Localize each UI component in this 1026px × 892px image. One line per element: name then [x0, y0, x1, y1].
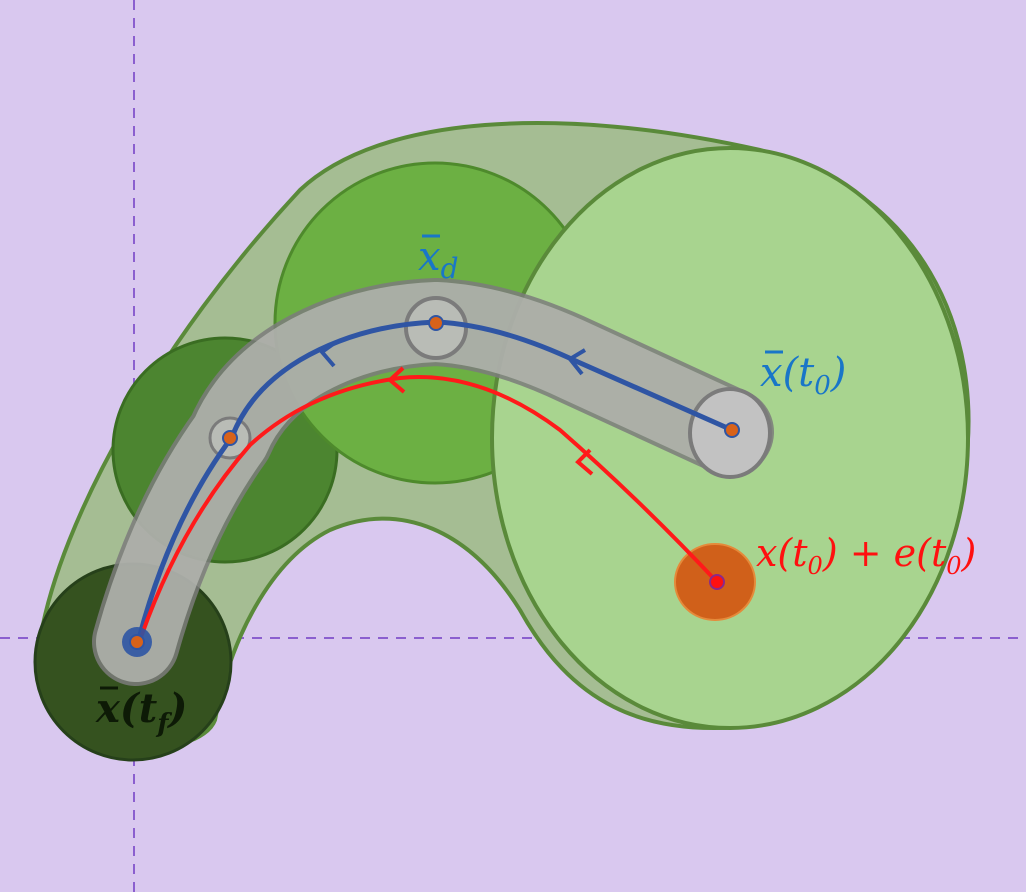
label-x-tf: x(tf) [95, 685, 187, 739]
label-x-t0-close: ) [830, 350, 847, 396]
waypoint-desired [428, 315, 444, 331]
label-perturbed-c: ) [961, 531, 977, 575]
perturbed-initial-point [709, 574, 725, 590]
label-perturbed-text: x(t0) + e(t0) [756, 531, 976, 580]
nominal-arrow-1 [567, 348, 587, 376]
label-perturbed-b: ) + e(t [822, 531, 947, 575]
initial-point [724, 422, 740, 438]
label-perturbed-sub1: 0 [808, 552, 823, 580]
actual-trajectory [138, 375, 719, 642]
actual-arrow-2 [386, 366, 406, 394]
label-perturbed: x(t0) + e(t0) [756, 531, 976, 580]
actual-arrow-1 [575, 448, 594, 476]
label-x-d-sub: d [441, 252, 459, 285]
label-x-d: xd [418, 234, 459, 285]
label-x-t0-base: x [760, 350, 783, 396]
nominal-arrow-2 [319, 340, 338, 368]
label-perturbed-a: x(t [756, 531, 808, 575]
label-perturbed-sub2: 0 [946, 552, 961, 580]
label-x-tf-open: (t [120, 685, 158, 732]
label-x-d-text: xd [418, 234, 459, 285]
nominal-trajectory [135, 319, 735, 645]
label-x-t0-open: (t [783, 350, 816, 396]
waypoint-small [222, 430, 238, 446]
label-x-tf-base: x [95, 685, 121, 732]
final-point [129, 634, 145, 650]
label-x-tf-sub: f [155, 709, 172, 739]
label-x-tf-close: ) [166, 685, 187, 732]
label-x-d-base: x [418, 234, 441, 280]
label-x-t0-sub: 0 [814, 371, 831, 401]
label-x-t0-text: x(t0) [760, 350, 846, 401]
label-x-t0: x(t0) [760, 350, 846, 401]
label-x-tf-text: x(tf) [95, 685, 187, 739]
